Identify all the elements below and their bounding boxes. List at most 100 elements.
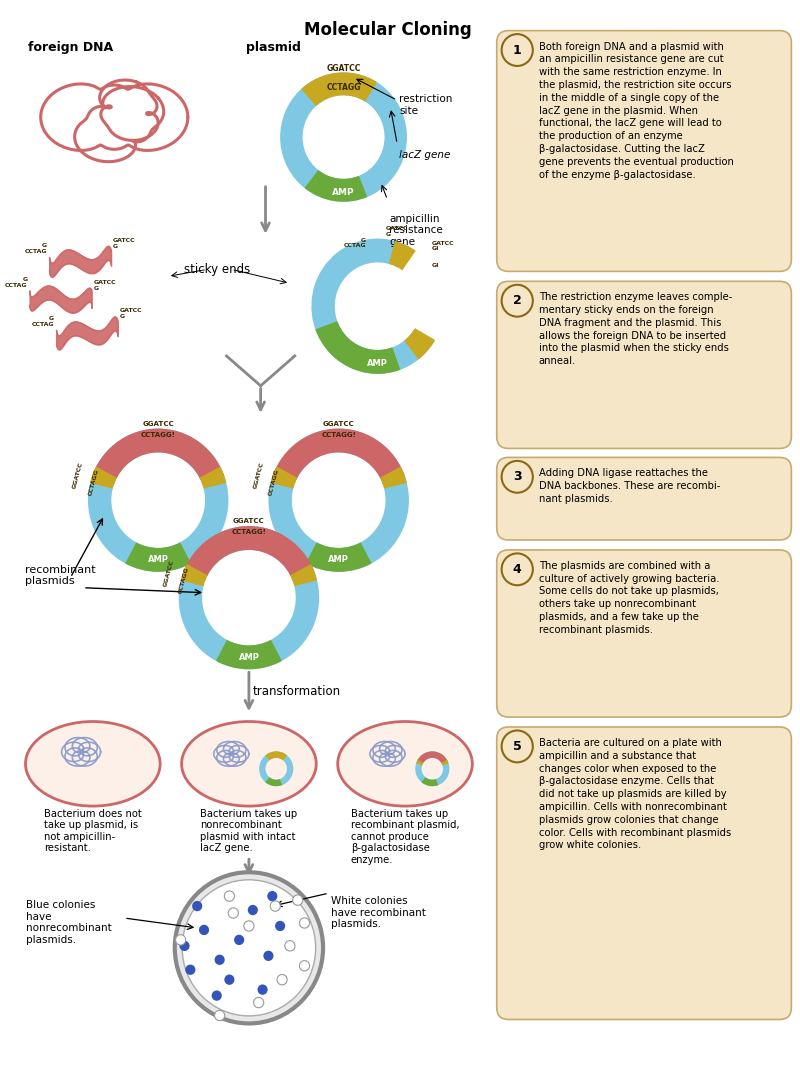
Wedge shape [290, 564, 317, 586]
Text: GATCC
G: GATCC G [113, 238, 136, 248]
Text: GGATCC: GGATCC [142, 421, 174, 427]
Text: 4: 4 [513, 563, 522, 576]
Wedge shape [199, 467, 226, 489]
FancyBboxPatch shape [497, 281, 791, 448]
Text: CCTAGG!: CCTAGG! [231, 529, 266, 535]
Circle shape [234, 935, 244, 945]
Ellipse shape [338, 721, 472, 806]
Text: CCTAGG: CCTAGG [268, 469, 280, 496]
Text: GATCC
G: GATCC G [94, 280, 116, 291]
Circle shape [182, 880, 316, 1015]
Circle shape [248, 905, 258, 915]
Text: Bacterium takes up
nonrecombinant
plasmid with intact
lacZ gene.: Bacterium takes up nonrecombinant plasmi… [200, 809, 298, 854]
Circle shape [263, 950, 274, 961]
Text: GGATCC: GGATCC [72, 461, 84, 489]
Wedge shape [178, 526, 319, 670]
Text: GGATCC: GGATCC [323, 421, 354, 427]
Circle shape [270, 901, 280, 912]
Wedge shape [266, 777, 282, 786]
FancyBboxPatch shape [497, 550, 791, 717]
Circle shape [299, 918, 310, 928]
Text: The restriction enzyme leaves comple-
mentary sticky ends on the foreign
DNA fra: The restriction enzyme leaves comple- me… [538, 292, 732, 366]
Wedge shape [270, 467, 298, 489]
Wedge shape [273, 429, 405, 484]
Wedge shape [259, 751, 294, 786]
Circle shape [299, 961, 310, 970]
Wedge shape [92, 429, 224, 484]
Text: CCTAGG: CCTAGG [178, 566, 190, 594]
Text: 5: 5 [513, 739, 522, 753]
Wedge shape [216, 640, 282, 670]
Text: 3: 3 [513, 471, 522, 484]
Text: 1: 1 [513, 44, 522, 57]
Text: GGATCC: GGATCC [326, 64, 361, 74]
Wedge shape [305, 170, 367, 202]
Text: CCTAGG!: CCTAGG! [322, 431, 356, 438]
Wedge shape [306, 542, 372, 571]
Text: sticky ends: sticky ends [183, 263, 250, 276]
FancyBboxPatch shape [497, 31, 791, 272]
Text: Adding DNA ligase reattaches the
DNA backbones. These are recombi-
nant plasmids: Adding DNA ligase reattaches the DNA bac… [538, 469, 720, 504]
Circle shape [199, 924, 209, 935]
Text: GGATCC: GGATCC [162, 559, 174, 586]
Text: G
CCTAG: G CCTAG [343, 238, 366, 248]
Text: Molecular Cloning: Molecular Cloning [303, 20, 471, 39]
Text: CCTAGG: CCTAGG [88, 469, 100, 496]
Text: GGATCC: GGATCC [233, 518, 265, 524]
Circle shape [175, 935, 186, 945]
Text: CCTAGG: CCTAGG [326, 83, 361, 92]
Wedge shape [311, 239, 434, 373]
Text: AMP: AMP [328, 555, 349, 564]
Text: Bacterium does not
take up plasmid, is
not ampicillin-
resistant.: Bacterium does not take up plasmid, is n… [44, 809, 142, 854]
Text: 2: 2 [513, 294, 522, 307]
Wedge shape [88, 429, 229, 571]
FancyBboxPatch shape [497, 457, 791, 540]
Wedge shape [442, 760, 449, 765]
Text: GATCC
G: GATCC G [386, 226, 408, 236]
Text: G
CCTAG: G CCTAG [25, 244, 47, 255]
Wedge shape [417, 751, 448, 764]
Circle shape [267, 891, 278, 901]
Circle shape [277, 975, 287, 984]
Circle shape [212, 991, 222, 1000]
Circle shape [224, 891, 234, 901]
Text: AMP: AMP [332, 188, 355, 197]
Text: G
CCTAG: G CCTAG [31, 316, 54, 327]
Wedge shape [389, 241, 416, 271]
Wedge shape [422, 777, 438, 786]
Text: recombinant
plasmids: recombinant plasmids [25, 565, 95, 586]
Wedge shape [416, 760, 423, 765]
Wedge shape [315, 321, 400, 373]
Wedge shape [380, 467, 407, 489]
Circle shape [186, 964, 195, 975]
Wedge shape [183, 526, 315, 581]
Circle shape [258, 984, 268, 995]
Ellipse shape [26, 721, 160, 806]
Circle shape [179, 941, 190, 951]
Circle shape [502, 461, 533, 492]
Wedge shape [90, 467, 117, 489]
Circle shape [502, 285, 533, 317]
Circle shape [502, 731, 533, 762]
Text: transformation: transformation [253, 685, 341, 698]
Circle shape [244, 921, 254, 931]
FancyBboxPatch shape [497, 727, 791, 1020]
Wedge shape [269, 429, 409, 571]
Wedge shape [280, 73, 407, 202]
Text: CCTAGG!: CCTAGG! [141, 431, 176, 438]
Wedge shape [181, 564, 207, 586]
Circle shape [275, 921, 286, 931]
Text: GGATCC: GGATCC [253, 461, 265, 489]
Circle shape [214, 1010, 225, 1021]
Circle shape [192, 901, 202, 912]
Text: AMP: AMP [148, 555, 169, 564]
Text: foreign DNA: foreign DNA [29, 41, 114, 54]
Text: GI: GI [431, 263, 439, 269]
Text: lacZ gene: lacZ gene [399, 150, 450, 160]
Text: plasmid: plasmid [246, 41, 301, 54]
Circle shape [228, 907, 238, 918]
Wedge shape [301, 73, 377, 106]
Text: Both foreign DNA and a plasmid with
an ampicillin resistance gene are cut
with t: Both foreign DNA and a plasmid with an a… [538, 42, 734, 180]
Text: GATCC
G: GATCC G [120, 308, 142, 319]
Text: ampicillin
resistance
gene: ampicillin resistance gene [390, 214, 443, 247]
